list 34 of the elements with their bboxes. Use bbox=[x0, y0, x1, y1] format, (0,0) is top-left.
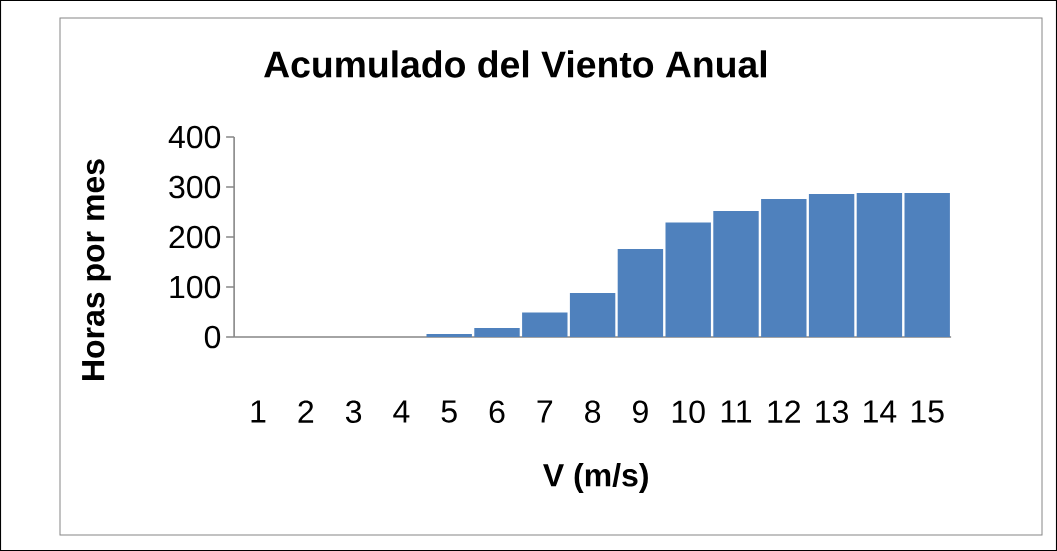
bar bbox=[856, 193, 903, 337]
x-tick-label: 10 bbox=[672, 400, 705, 424]
bar bbox=[904, 193, 950, 337]
x-tick-label: 3 bbox=[345, 400, 362, 424]
x-axis-title: V (m/s) bbox=[543, 463, 648, 493]
y-tick-label: 400 bbox=[168, 125, 221, 149]
y-tick-label: 300 bbox=[169, 175, 221, 199]
x-tick-label: 15 bbox=[911, 400, 944, 423]
x-tick-label: 4 bbox=[393, 400, 410, 423]
y-tick-label: 200 bbox=[169, 225, 221, 249]
x-tick-label: 12 bbox=[768, 400, 800, 423]
bar bbox=[761, 199, 807, 337]
chart-title: Acumulado del Viento Anual bbox=[264, 50, 766, 78]
bar bbox=[569, 293, 616, 337]
y-tick-label: 100 bbox=[170, 275, 221, 299]
y-axis-title: Horas por mes bbox=[82, 159, 111, 380]
x-tick-label: 9 bbox=[633, 400, 648, 424]
x-tick-label: 11 bbox=[721, 400, 752, 423]
x-tick-label: 6 bbox=[489, 400, 505, 424]
x-tick-label: 1 bbox=[251, 400, 266, 423]
bar bbox=[474, 328, 520, 337]
bar bbox=[713, 211, 759, 337]
x-tick-label: 2 bbox=[298, 400, 314, 423]
y-tick-label: 0 bbox=[204, 325, 221, 349]
bar bbox=[665, 222, 711, 337]
bar bbox=[522, 312, 568, 337]
bar bbox=[808, 194, 855, 337]
x-tick-label: 14 bbox=[864, 400, 897, 423]
x-tick-label: 5 bbox=[441, 400, 457, 423]
x-tick-label: 8 bbox=[585, 400, 601, 424]
x-tick-label: 13 bbox=[816, 400, 848, 424]
bar bbox=[426, 334, 472, 337]
x-tick-label: 7 bbox=[537, 400, 553, 423]
bar bbox=[617, 249, 664, 337]
